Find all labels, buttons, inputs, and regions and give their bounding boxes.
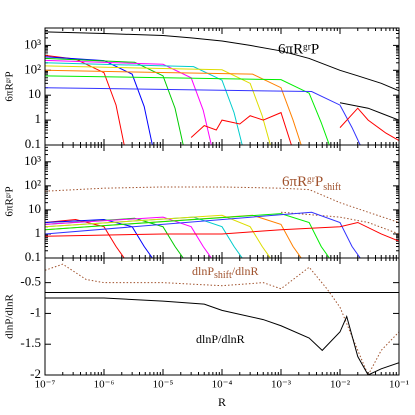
y-axis-label: 6πRᵍʳP <box>4 71 16 101</box>
series-line <box>339 102 399 121</box>
series-line <box>45 297 399 375</box>
annotation: 6πRᵍʳP <box>278 41 319 57</box>
y-tick-label: 1 <box>35 225 42 240</box>
annotation: 6πRᵍʳPshift <box>282 174 341 193</box>
y-tick-label: -1 <box>30 304 41 319</box>
series-line <box>45 65 271 145</box>
series-line <box>45 56 153 145</box>
series-line <box>45 213 330 258</box>
series-line <box>45 75 330 145</box>
annotation-tail: /dlnR <box>232 264 259 278</box>
series-line <box>45 216 212 258</box>
series-line <box>190 111 292 145</box>
x-tick-label: 10⁻⁴ <box>212 379 233 391</box>
x-tick-label: 10⁻³ <box>271 379 292 391</box>
y-tick-label: 0.1 <box>25 249 41 264</box>
series-line <box>45 263 399 375</box>
x-tick-label: 10⁻⁶ <box>94 379 115 391</box>
series-line <box>45 218 125 258</box>
annotation: dlnPshift/dlnR <box>192 264 258 282</box>
annotation: dlnP/dlnR <box>196 332 245 346</box>
series-line <box>45 31 399 92</box>
series-line <box>45 214 271 258</box>
y-tick-label: 10³ <box>24 36 41 51</box>
x-tick-label: 10⁻¹ <box>389 379 409 391</box>
x-tick-label: 10⁻² <box>330 379 351 391</box>
annotation-main: 6πRᵍʳP <box>282 174 323 190</box>
y-tick-label: -0.5 <box>20 274 41 289</box>
plot-frame <box>44 144 400 259</box>
x-axis-label: R <box>218 395 226 409</box>
x-tick-label: 10⁻⁷ <box>35 379 56 391</box>
annotation-main: dlnP <box>192 264 214 278</box>
series-line <box>280 211 399 235</box>
series-line <box>45 221 399 242</box>
y-tick-label: 10³ <box>24 153 41 168</box>
plot-frame <box>44 257 400 376</box>
annotation-sub: shift <box>323 182 341 193</box>
series-line <box>45 69 302 145</box>
series-line <box>339 107 399 142</box>
x-tick-label: 10⁻⁵ <box>153 379 174 391</box>
y-tick-label: 1 <box>35 111 42 126</box>
series-line <box>45 57 184 145</box>
y-tick-label: 10² <box>24 177 41 192</box>
series-line <box>45 54 125 145</box>
series-line <box>45 87 361 145</box>
y-tick-label: 10² <box>24 61 41 76</box>
y-tick-label: -2 <box>30 366 41 381</box>
y-axis-label: 6πRᵍʳP <box>4 186 16 216</box>
plot-frame <box>44 27 400 146</box>
annotation-sub: shift <box>214 270 232 281</box>
y-tick-label: 0.1 <box>25 136 41 151</box>
y-tick-label: -1.5 <box>20 335 41 350</box>
series-line <box>45 211 361 258</box>
y-tick-label: 10 <box>28 86 41 101</box>
y-axis-label: dlnP/dlnR <box>4 294 16 339</box>
y-tick-label: 10 <box>28 201 41 216</box>
